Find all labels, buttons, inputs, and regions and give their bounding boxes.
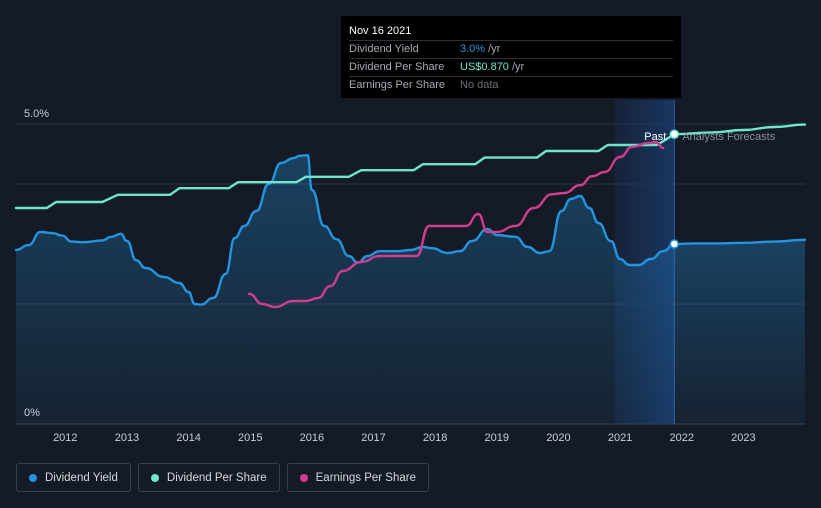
x-tick-label: 2012 [53, 432, 77, 444]
analysts-forecasts-label: Analysts Forecasts [682, 131, 775, 143]
x-tick-label: 2019 [485, 432, 509, 444]
legend-dot-icon [150, 473, 159, 482]
x-tick-label: 2017 [361, 432, 385, 444]
y-tick-label: 5.0% [24, 108, 49, 120]
legend-item-earnings-per-share[interactable]: Earnings Per Share [286, 463, 429, 492]
x-tick-label: 2013 [115, 432, 139, 444]
legend-label: Earnings Per Share [315, 471, 416, 484]
dividend-per-share-line [14, 133, 676, 210]
x-tick-label: 2022 [669, 432, 693, 444]
x-tick-label: 2021 [608, 432, 632, 444]
tooltip-unit: /yr [511, 61, 525, 73]
x-tick-label: 2023 [731, 432, 755, 444]
chart-legend: Dividend Yield Dividend Per Share Earnin… [16, 463, 429, 492]
tooltip-date: Nov 16 2021 [349, 25, 412, 37]
legend-dot-icon [29, 473, 37, 482]
dividend-yield-forecast-area [674, 239, 805, 424]
x-tick-label: 2016 [300, 432, 324, 444]
dividend-yield-point-marker [669, 239, 680, 249]
tooltip-unit: /yr [488, 43, 501, 55]
tooltip-row-dividend-yield: Dividend Yield 3.0% /yr [349, 40, 673, 58]
tooltip-label: Earnings Per Share [349, 79, 445, 91]
earnings-per-share-line [247, 140, 665, 309]
x-tick-label: 2020 [546, 432, 570, 444]
tooltip-row-earnings-per-share: Earnings Per Share No data [349, 76, 673, 94]
legend-item-dividend-yield[interactable]: Dividend Yield [16, 463, 131, 492]
dividend-yield-area [16, 155, 675, 424]
tooltip-label: Dividend Yield [349, 43, 419, 55]
legend-label: Dividend Yield [45, 471, 118, 484]
legend-dot-icon [299, 473, 308, 482]
past-label: Past [644, 131, 666, 143]
x-tick-label: 2015 [238, 432, 262, 444]
tooltip-value: 3.0% [460, 43, 486, 55]
tooltip-row-dividend-per-share: Dividend Per Share US$0.870 /yr [349, 58, 673, 76]
legend-item-dividend-per-share[interactable]: Dividend Per Share [137, 463, 280, 492]
tooltip-value: No data [460, 79, 499, 91]
tooltip-value: US$0.870 [460, 61, 509, 73]
y-tick-label: 0% [24, 407, 40, 419]
tooltip-label: Dividend Per Share [349, 61, 445, 73]
dividend-yield-line [14, 154, 676, 306]
x-tick-label: 2018 [423, 432, 447, 444]
dividend-per-share-forecast-line [673, 123, 807, 136]
dividend-yield-forecast-line [673, 238, 807, 246]
legend-label: Dividend Per Share [166, 471, 267, 484]
dividend-per-share-point-marker [669, 129, 680, 139]
hover-tooltip: Nov 16 2021 Dividend Yield 3.0% /yr Divi… [341, 16, 681, 98]
x-tick-label: 2014 [176, 432, 200, 444]
